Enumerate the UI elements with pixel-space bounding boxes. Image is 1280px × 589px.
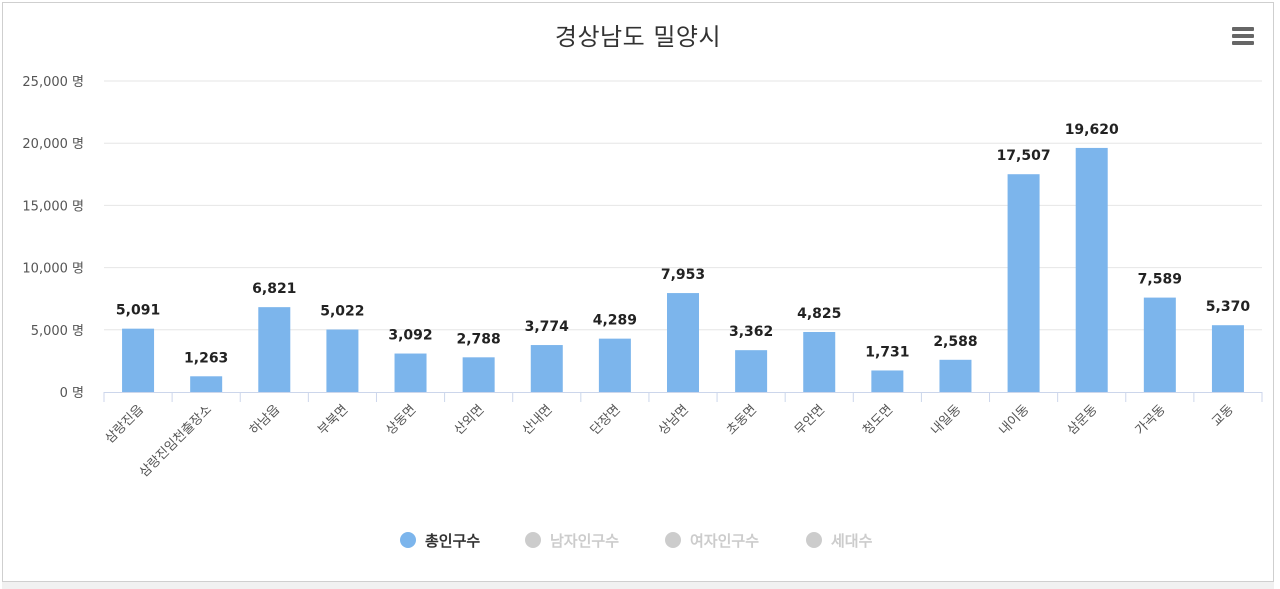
x-tick-label: 무안면 bbox=[792, 402, 828, 438]
bar[interactable] bbox=[871, 370, 904, 392]
legend-label: 남자인구수 bbox=[550, 531, 620, 550]
bar[interactable] bbox=[122, 328, 155, 392]
bar[interactable] bbox=[1007, 174, 1040, 392]
data-label: 4,289 bbox=[593, 313, 637, 329]
y-tick-label: 15,000 명 bbox=[22, 199, 84, 214]
legend-dot-icon bbox=[400, 532, 416, 548]
chart-container: 경상남도 밀양시 bbox=[2, 2, 1274, 582]
data-label: 2,788 bbox=[456, 331, 500, 347]
x-tick-label: 교동 bbox=[1209, 402, 1237, 430]
legend-dot-icon bbox=[665, 532, 681, 548]
data-label: 4,825 bbox=[797, 306, 841, 322]
legend: 총인구수 남자인구수 여자인구수 세대수 bbox=[0, 528, 1280, 552]
x-tick-label: 단장면 bbox=[588, 402, 624, 438]
legend-label: 여자인구수 bbox=[690, 531, 760, 550]
data-label: 1,731 bbox=[865, 344, 909, 360]
data-label: 7,589 bbox=[1138, 272, 1182, 288]
y-tick-label: 25,000 명 bbox=[22, 75, 84, 90]
data-label: 3,092 bbox=[388, 328, 432, 344]
data-label: 1,263 bbox=[184, 350, 228, 366]
data-label: 5,091 bbox=[116, 303, 160, 319]
bar[interactable] bbox=[667, 293, 699, 392]
bar[interactable] bbox=[530, 345, 563, 392]
bar[interactable] bbox=[1075, 147, 1108, 392]
legend-label: 총인구수 bbox=[425, 531, 481, 550]
data-label: 2,588 bbox=[933, 334, 977, 350]
x-tick-label: 산외면 bbox=[451, 402, 487, 438]
bar[interactable] bbox=[258, 307, 291, 392]
legend-label: 세대수 bbox=[831, 531, 873, 550]
bar[interactable] bbox=[1143, 297, 1176, 392]
bar[interactable] bbox=[598, 338, 631, 392]
legend-item-male-population[interactable]: 남자인구수 bbox=[525, 528, 619, 552]
bar[interactable] bbox=[462, 357, 495, 392]
legend-item-female-population[interactable]: 여자인구수 bbox=[665, 528, 759, 552]
data-label: 7,953 bbox=[661, 267, 705, 283]
legend-item-households[interactable]: 세대수 bbox=[806, 528, 872, 552]
x-tick-label: 청도면 bbox=[860, 402, 896, 438]
x-tick-label: 삼랑진임천출장소 bbox=[137, 402, 215, 480]
data-label: 19,620 bbox=[1065, 122, 1119, 138]
y-tick-label: 0 명 bbox=[60, 386, 84, 401]
bar[interactable] bbox=[1211, 325, 1244, 392]
legend-dot-icon bbox=[525, 532, 541, 548]
data-label: 17,507 bbox=[997, 148, 1051, 164]
x-tick-label: 내일동 bbox=[928, 402, 964, 438]
bar[interactable] bbox=[735, 350, 768, 392]
data-label: 5,370 bbox=[1206, 299, 1251, 315]
bar[interactable] bbox=[326, 329, 359, 392]
x-tick-label: 가곡동 bbox=[1133, 402, 1169, 438]
x-tick-label: 초동면 bbox=[724, 402, 760, 438]
legend-item-total-population[interactable]: 총인구수 bbox=[400, 528, 480, 552]
data-label: 5,022 bbox=[320, 304, 364, 320]
y-tick-label: 10,000 명 bbox=[22, 262, 84, 277]
y-tick-label: 5,000 명 bbox=[31, 324, 84, 339]
x-tick-label: 상남면 bbox=[656, 402, 692, 438]
y-tick-label: 20,000 명 bbox=[22, 137, 84, 152]
x-tick-label: 삼문동 bbox=[1065, 402, 1101, 438]
chart-title: 경상남도 밀양시 bbox=[554, 23, 722, 51]
bar[interactable] bbox=[939, 359, 972, 392]
x-tick-label: 내이동 bbox=[996, 402, 1032, 438]
x-tick-label: 하남읍 bbox=[247, 402, 283, 438]
x-tick-label: 상동면 bbox=[383, 402, 419, 438]
legend-dot-icon bbox=[806, 532, 822, 548]
bar[interactable] bbox=[394, 353, 427, 392]
hamburger-menu-icon[interactable] bbox=[1232, 27, 1254, 47]
data-label: 3,362 bbox=[729, 324, 773, 340]
data-label: 6,821 bbox=[252, 281, 296, 297]
bottom-border bbox=[2, 582, 1274, 589]
x-tick-label: 삼랑진읍 bbox=[102, 402, 146, 446]
bar[interactable] bbox=[190, 376, 223, 392]
bar[interactable] bbox=[803, 331, 836, 392]
x-tick-label: 산내면 bbox=[520, 402, 556, 438]
data-label: 3,774 bbox=[525, 319, 570, 335]
x-tick-label: 부북면 bbox=[315, 402, 351, 438]
